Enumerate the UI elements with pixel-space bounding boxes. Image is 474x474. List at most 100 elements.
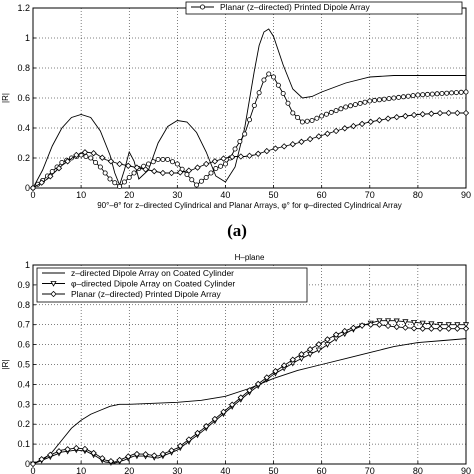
top-series-1-point [261, 77, 267, 83]
top-series-1-point [189, 177, 195, 183]
top-series-2-point [159, 169, 167, 177]
top-series-1-point [198, 178, 204, 184]
top-series-2-point [315, 133, 322, 140]
top-series-1-point [155, 156, 161, 162]
bot-x-tick-label: 50 [269, 466, 279, 474]
top-legend-swatch-marker [199, 4, 205, 10]
bot-series-2-point [142, 451, 149, 458]
top-y-tick-label: 0.8 [17, 63, 30, 73]
top-y-tick-label: 0.2 [17, 153, 30, 163]
top-series-2-point [185, 167, 193, 174]
top-series-1-point [170, 159, 176, 165]
top-series-1-point [251, 103, 257, 109]
bot-series-2-point [410, 325, 418, 332]
top-series-1-point [83, 153, 89, 159]
bot-series-2-point [203, 423, 210, 430]
bot-y-tick-label: 0 [25, 459, 30, 469]
top-series-1-point [314, 115, 320, 121]
top-series-1-point [102, 170, 108, 176]
top-series-2-point [47, 173, 54, 180]
bot-y-tick-label: 0.5 [17, 360, 30, 370]
top-legend-item: Planar (z–directed) Printed Dipole Array [191, 2, 371, 12]
top-series-1-point [357, 100, 363, 106]
bot-series-2-point [332, 331, 340, 338]
top-series-2-point [350, 122, 357, 130]
top-series-1-point [266, 71, 272, 77]
bot-series-2-point [436, 325, 444, 332]
top-series-1-point [391, 95, 397, 101]
bot-legend-item: z–directed Dipole Array on Coated Cylind… [42, 268, 234, 278]
bot-series-2-point [393, 323, 400, 331]
top-series-2-point [436, 109, 444, 117]
top-series-1-point [434, 91, 440, 97]
top-series-1-point [362, 99, 368, 105]
top-series-1-point [285, 100, 291, 106]
top-series-2-point [402, 112, 409, 120]
bot-series-2-point [29, 460, 37, 468]
bot-series-2-point [445, 325, 452, 332]
top-series-1-point [415, 92, 421, 98]
top-series-1-point [295, 115, 301, 121]
top-series-1-point [309, 118, 315, 124]
top-series-2-point [254, 150, 262, 157]
top-series-2-point [462, 109, 470, 117]
bot-series-2-point [107, 458, 115, 465]
bot-series-2-point [125, 453, 132, 460]
top-series-2-point [64, 158, 71, 165]
bot-series-2-point [237, 394, 245, 401]
top-series-1-point [174, 161, 180, 167]
top-legend-box [185, 1, 463, 15]
bot-series-1-point [410, 319, 418, 326]
bot-series-2-point [315, 341, 322, 348]
bot-legend-label: φ–directed Dipole Array on Coated Cylind… [71, 279, 235, 289]
top-series-1-point [218, 163, 224, 169]
top-x-tick-label: 80 [413, 190, 423, 200]
top-series-1-point [256, 90, 262, 96]
top-series-2-point [272, 145, 279, 152]
top-series-1-point [165, 156, 171, 162]
bot-series-1-point [393, 318, 400, 325]
bot-x-tick-label: 80 [413, 466, 423, 474]
bot-series-2-point [254, 380, 262, 388]
top-series-1-point [246, 117, 252, 123]
bot-x-tick-label: 0 [30, 466, 35, 474]
top-x-tick-label: 70 [365, 190, 375, 200]
top-series-0-line [32, 28, 466, 189]
bot-series-1-point [462, 322, 470, 328]
top-series-1-point [444, 90, 450, 96]
top-series-1-point [121, 179, 127, 185]
top-series-2-point [220, 155, 227, 162]
bot-series-2-point [220, 408, 227, 416]
top-x-tick-label: 0 [30, 190, 35, 200]
top-series-2-point [306, 135, 314, 143]
bot-series-2-point [358, 322, 366, 329]
top-series-1-point [372, 97, 378, 103]
bot-series-2-point [341, 327, 348, 335]
top-series-1-point [280, 91, 286, 97]
bot-series-1-line [32, 320, 466, 465]
top-series-2-point [393, 113, 400, 121]
top-series-2-point [211, 158, 219, 165]
top-series-2-point [324, 130, 331, 137]
bot-x-tick-label: 70 [365, 466, 375, 474]
top-series-2-point [81, 149, 89, 156]
top-series-1-point [367, 98, 373, 104]
top-series-2-point [125, 162, 132, 169]
top-x-tick-label: 90 [461, 190, 471, 200]
top-series [29, 28, 470, 192]
bot-series-2-point [47, 451, 54, 459]
bot-series-2-point [419, 325, 426, 332]
top-series-1-point [208, 170, 214, 176]
top-series-2-point [298, 138, 305, 145]
top-series-1-point [328, 109, 334, 115]
bot-series-1-point [428, 321, 435, 328]
bot-y-tick-label: 0.6 [17, 340, 30, 350]
bot-series-2-point [428, 325, 435, 332]
top-series-1-point [453, 90, 459, 96]
top-series-1-point [396, 94, 402, 100]
bot-series-2-point [73, 444, 80, 452]
top-y-tick-label: 1.2 [17, 3, 30, 13]
top-series-2-point [332, 127, 340, 135]
caption-a: (a) [227, 221, 247, 240]
top-y-tick-label: 0.4 [17, 123, 30, 133]
